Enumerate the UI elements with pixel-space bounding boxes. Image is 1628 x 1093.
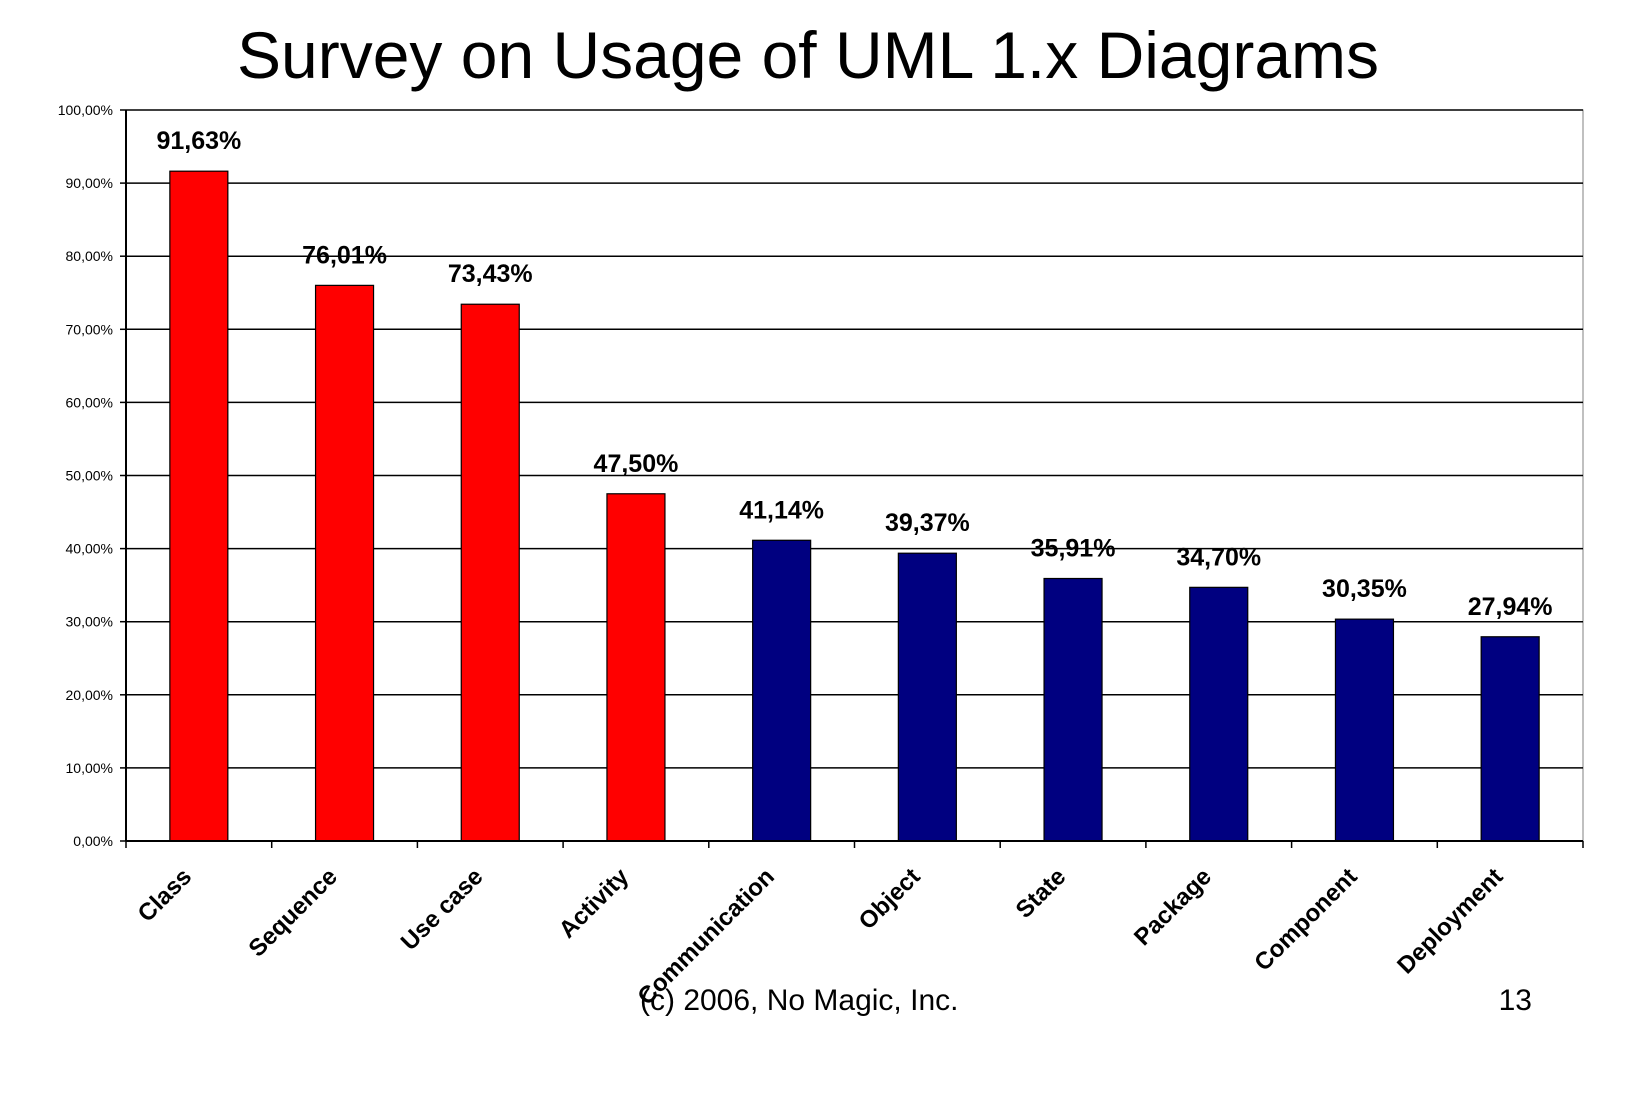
y-tick-label: 80,00% [66, 248, 113, 264]
x-tick-label: Deployment [1392, 863, 1508, 979]
bar-sequence [314, 284, 375, 842]
y-axis-ticks: 0,00% 10,00% 20,00% 30,00% 40,00% 50,00% 60,00… [58, 102, 126, 849]
x-tick-label: Component [1249, 863, 1362, 976]
y-tick-label: 40,00% [66, 541, 113, 557]
page-number: 13 [1499, 984, 1532, 1017]
bar-communication [752, 539, 812, 842]
bar-use-case [460, 303, 520, 842]
x-tick-label: State [1011, 863, 1072, 924]
bar-activity [606, 493, 666, 842]
bars [169, 170, 1540, 842]
data-label: 30,35% [1322, 575, 1407, 603]
x-tick-label: Package [1129, 863, 1217, 951]
chart-title: Survey on Usage of UML 1.x Diagrams [237, 18, 1379, 92]
data-label: 39,37% [885, 509, 970, 537]
x-tick-label: Sequence [244, 863, 343, 962]
bar-package [1189, 586, 1249, 842]
x-tick-label: Object [854, 863, 926, 935]
y-tick-label: 90,00% [66, 175, 113, 191]
y-tick-label: 0,00% [73, 833, 113, 849]
data-label: 35,91% [1031, 534, 1116, 562]
x-tick-label: Class [133, 863, 197, 927]
y-tick-label: 70,00% [66, 321, 113, 337]
data-label: 91,63% [156, 127, 241, 155]
y-tick-label: 30,00% [66, 614, 113, 630]
y-tick-label: 50,00% [66, 468, 113, 484]
data-label: 76,01% [302, 241, 387, 269]
data-label: 47,50% [594, 450, 679, 478]
bar-deployment [1480, 636, 1540, 842]
data-labels: 91,63% 76,01% 73,43% 47,50% 41,14% 39,37% 35,9… [156, 127, 1552, 621]
data-label: 73,43% [448, 260, 533, 288]
data-label: 34,70% [1176, 543, 1261, 571]
x-tick-label: Use case [396, 863, 489, 956]
data-label: 41,14% [739, 496, 824, 524]
y-tick-label: 60,00% [66, 394, 113, 410]
y-tick-label: 10,00% [66, 760, 113, 776]
bar-component [1334, 618, 1395, 842]
copyright-footer: (c) 2006, No Magic, Inc. [640, 984, 958, 1017]
bar-class [169, 170, 229, 842]
x-tick-label: Activity [554, 863, 635, 944]
data-label: 27,94% [1468, 593, 1553, 621]
bar-object [897, 552, 957, 842]
y-tick-label: 20,00% [66, 687, 113, 703]
y-tick-label: 100,00% [58, 102, 113, 118]
bar-state [1043, 577, 1103, 842]
